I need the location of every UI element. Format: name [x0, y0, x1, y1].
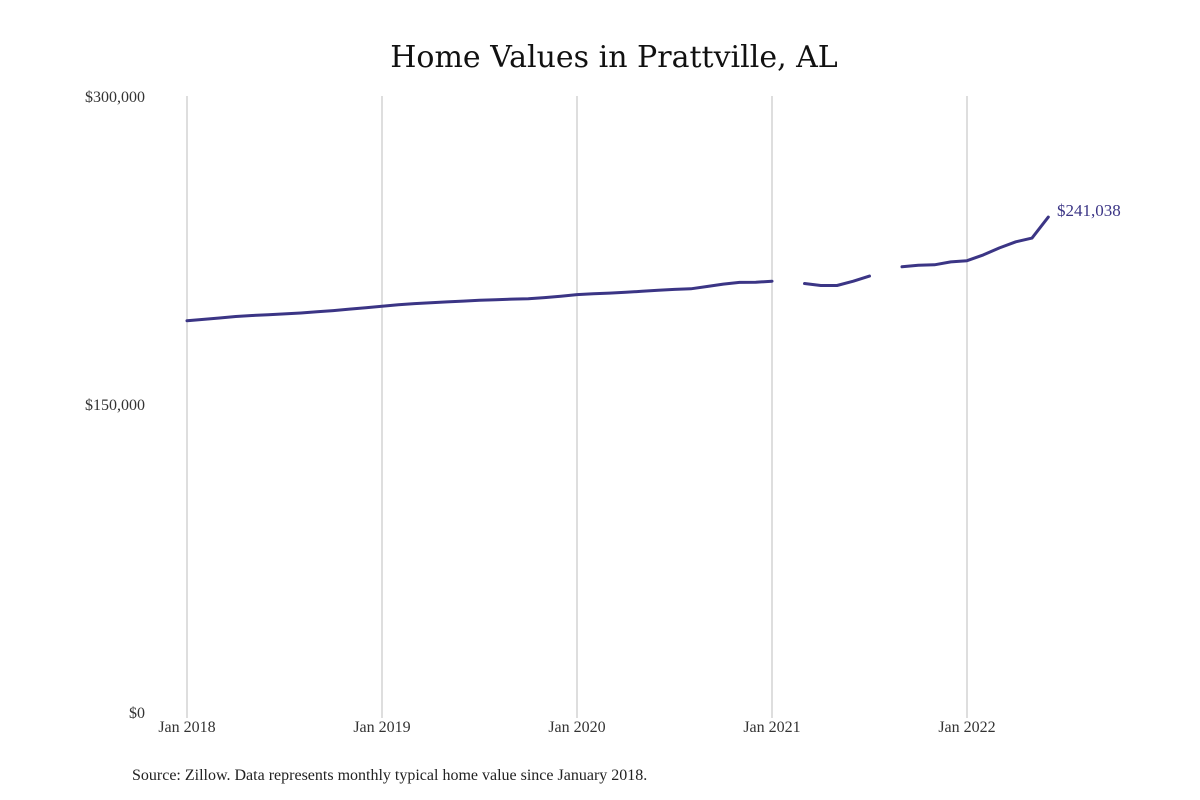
gridlines [186, 96, 968, 718]
x-tick-label: Jan 2022 [938, 719, 995, 736]
source-note: Source: Zillow. Data represents monthly … [132, 767, 647, 784]
y-axis-ticks: $0 $150,000 $300,000 [85, 89, 145, 722]
x-tick-label: Jan 2020 [548, 719, 605, 736]
last-value-label: $241,038 [1057, 201, 1121, 220]
series-line-segment-1 [803, 274, 871, 287]
y-tick-label: $0 [129, 705, 145, 722]
chart-title: Home Values in Prattville, AL [390, 40, 838, 75]
x-tick-label: Jan 2019 [353, 719, 410, 736]
y-tick-label: $150,000 [85, 397, 145, 414]
x-tick-label: Jan 2021 [743, 719, 800, 736]
series-line-segment-2 [900, 215, 1050, 269]
x-tick-label: Jan 2018 [158, 719, 215, 736]
x-axis-ticks: Jan 2018 Jan 2019 Jan 2020 Jan 2021 Jan 2022 [158, 719, 995, 736]
y-tick-label: $300,000 [85, 89, 145, 106]
series-line-segment-0 [185, 279, 774, 323]
series-line [185, 215, 1050, 323]
